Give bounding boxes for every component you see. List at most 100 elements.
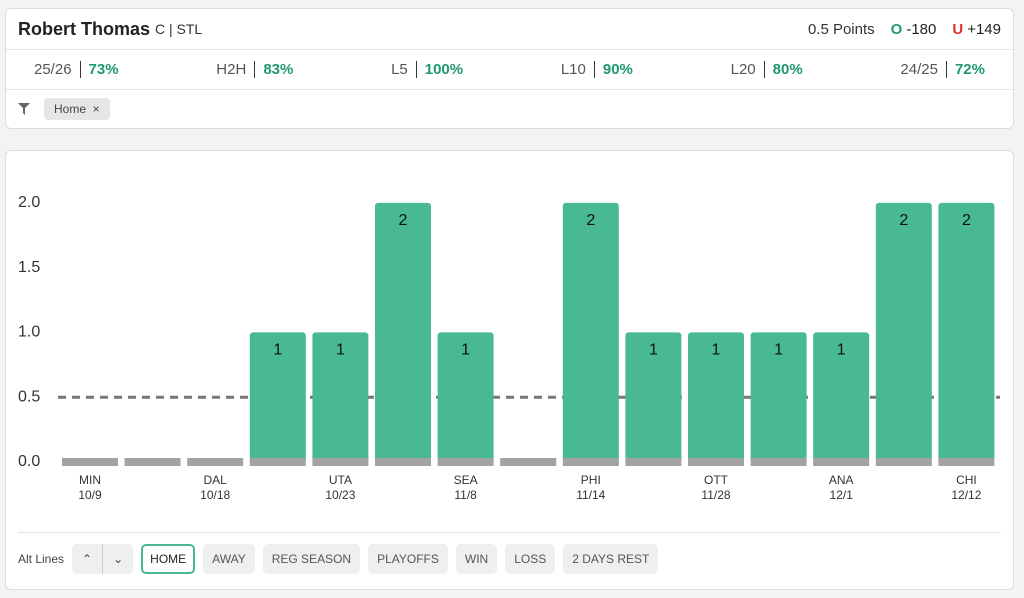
x-tick-label: PHI xyxy=(581,473,601,487)
x-tick-date: 12/12 xyxy=(951,488,981,502)
filter-button[interactable]: 2 DAYS REST xyxy=(563,544,659,574)
filter-button[interactable]: LOSS xyxy=(505,544,556,574)
over-odds[interactable]: -180 xyxy=(906,20,937,38)
x-tick-label: MIN xyxy=(79,473,101,487)
bar-base xyxy=(875,458,932,466)
y-tick-label: 0.5 xyxy=(18,388,40,405)
bar-base xyxy=(750,458,807,466)
x-tick-label: OTT xyxy=(704,473,729,487)
x-tick-date: 11/8 xyxy=(454,488,477,502)
bar-base xyxy=(312,458,369,466)
bar-base xyxy=(625,458,682,466)
stat-label: H2H xyxy=(216,60,256,78)
stat: 25/26 73% xyxy=(34,60,119,78)
bar xyxy=(375,202,431,462)
bar-base xyxy=(437,458,494,466)
bar xyxy=(562,202,619,462)
value-label: 1 xyxy=(273,342,282,359)
value-label: 2 xyxy=(399,212,408,229)
x-tick-date: 10/23 xyxy=(325,488,355,502)
value-label: 1 xyxy=(712,342,721,359)
header-card: Robert Thomas C | STL 0.5 Points O -180 … xyxy=(5,8,1014,129)
stat: L5 100% xyxy=(391,60,464,78)
bar-base xyxy=(562,458,619,466)
bar-base xyxy=(249,458,306,466)
stat-value: 80% xyxy=(772,60,803,78)
stat: 24/25 72% xyxy=(900,60,985,78)
player-name: Robert Thomas xyxy=(18,18,151,39)
line: 0.5 Points xyxy=(807,20,875,38)
stat-label: 25/26 xyxy=(34,60,81,78)
x-tick-label: SEA xyxy=(454,473,478,487)
x-tick-date: 11/28 xyxy=(701,488,730,502)
x-tick-date: 10/9 xyxy=(78,488,102,502)
x-tick-label: CHI xyxy=(956,473,977,487)
x-tick-date: 11/14 xyxy=(576,488,605,502)
stat-value: 90% xyxy=(602,60,633,78)
stat-value: 72% xyxy=(954,60,985,78)
bar-base xyxy=(500,458,557,466)
stat-value: 83% xyxy=(263,60,294,78)
alt-lines-arrows[interactable]: ⌃ ⌄ xyxy=(72,544,134,574)
x-tick-label: ANA xyxy=(829,473,854,487)
value-label: 2 xyxy=(586,212,595,229)
under-odds[interactable]: +149 xyxy=(967,20,1001,38)
header-row: Robert Thomas C | STL 0.5 Points O -180 … xyxy=(6,9,1013,50)
over-label: O xyxy=(890,20,903,38)
bar-base xyxy=(124,458,181,466)
chip-label: Home xyxy=(54,101,87,116)
bar xyxy=(750,332,807,462)
stat-label: L5 xyxy=(391,60,417,78)
filter-button[interactable]: WIN xyxy=(455,544,498,574)
stat-value: 100% xyxy=(424,60,464,78)
y-tick-label: 1.0 xyxy=(18,324,40,341)
filter-chip[interactable]: Home × xyxy=(44,97,110,120)
filter-button[interactable]: AWAY xyxy=(203,544,255,574)
x-tick-label: UTA xyxy=(329,473,352,487)
bar xyxy=(249,332,306,462)
bar xyxy=(938,202,995,462)
bar-base xyxy=(813,458,870,466)
stat: L10 90% xyxy=(561,60,633,78)
bar xyxy=(813,332,870,462)
stat-label: L20 xyxy=(731,60,765,78)
team: C | STL xyxy=(155,21,203,37)
value-label: 1 xyxy=(461,342,470,359)
stat-label: L10 xyxy=(561,60,595,78)
value-label: 1 xyxy=(837,342,846,359)
value-label: 1 xyxy=(774,342,783,359)
alt-lines-label: Alt Lines xyxy=(18,552,65,566)
bar-base xyxy=(375,458,431,466)
stats-row: 25/26 73% H2H 83% L5 100% L10 90% L20 80% 24/25 72% xyxy=(6,49,1013,90)
bar-base xyxy=(187,458,244,466)
x-tick-date: 12/1 xyxy=(830,488,854,502)
bar-base xyxy=(62,458,118,466)
y-tick-label: 0.0 xyxy=(18,453,40,470)
bar xyxy=(437,332,494,462)
stat: L20 80% xyxy=(731,60,803,78)
value-label: 2 xyxy=(899,212,908,229)
y-tick-label: 1.5 xyxy=(18,259,40,276)
x-tick-label: DAL xyxy=(204,473,228,487)
filter-button[interactable]: REG SEASON xyxy=(262,544,361,574)
stat-label: 24/25 xyxy=(900,60,947,78)
filter-button[interactable]: PLAYOFFS xyxy=(368,544,448,574)
stat-value: 73% xyxy=(88,60,119,78)
bar xyxy=(312,332,369,462)
under-label: U xyxy=(952,20,964,38)
filter-row: Home × xyxy=(6,89,1013,128)
stat: H2H 83% xyxy=(216,60,294,78)
bar xyxy=(688,332,744,462)
value-label: 1 xyxy=(649,342,658,359)
bar-base xyxy=(938,458,995,466)
bar xyxy=(875,202,932,462)
filter-button[interactable]: HOME xyxy=(141,544,196,574)
y-tick-label: 2.0 xyxy=(18,194,40,211)
filter-icon xyxy=(18,102,30,115)
value-label: 2 xyxy=(962,212,971,229)
controls: Alt Lines ⌃ ⌄ HOME AWAY REG SEASON PLAYOFFS W… xyxy=(18,544,659,574)
value-label: 1 xyxy=(336,342,345,359)
bar-base xyxy=(688,458,744,466)
